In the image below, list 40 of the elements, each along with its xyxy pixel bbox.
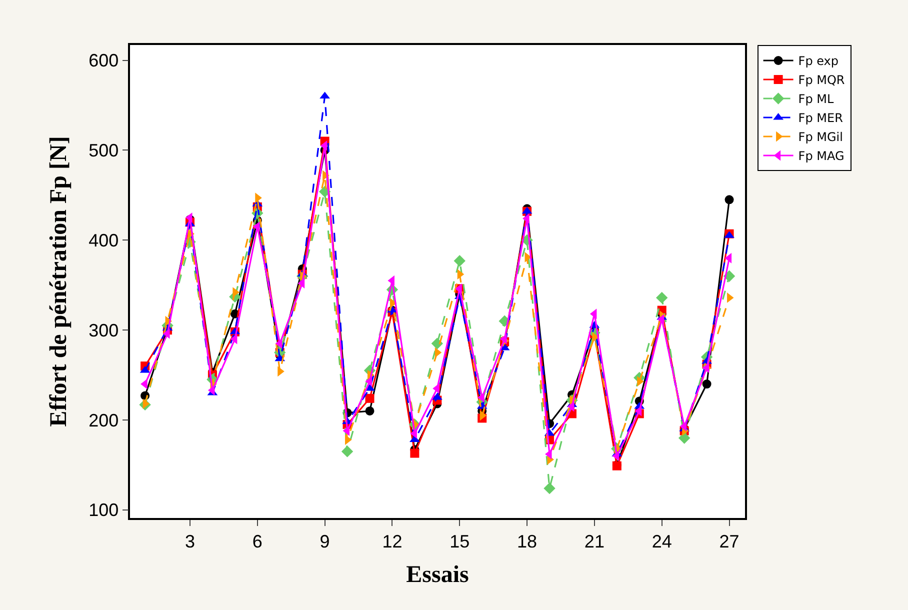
point <box>544 482 556 494</box>
y-tick-label: 400 <box>88 230 119 250</box>
legend-label: Fp ML <box>798 92 834 106</box>
x-tick-label: 21 <box>584 531 604 552</box>
point <box>678 432 690 444</box>
y-tick-label: 200 <box>88 410 119 430</box>
point <box>702 380 712 389</box>
y-tick-label: 600 <box>88 50 119 71</box>
legend-label: Fp MAG <box>798 149 844 164</box>
x-tick-label: 27 <box>719 531 740 552</box>
point <box>410 448 420 458</box>
point <box>680 421 687 432</box>
point <box>342 426 350 436</box>
legend-label: Fp MGil <box>798 130 843 144</box>
y-tick-label: 100 <box>88 500 119 520</box>
y-tick-label: 500 <box>88 140 119 161</box>
point <box>365 406 374 416</box>
legend-label: Fp exp <box>798 54 839 68</box>
point <box>454 254 466 267</box>
point <box>724 195 734 204</box>
x-tick-label: 9 <box>320 531 330 552</box>
x-tick-label: 12 <box>382 531 402 552</box>
point <box>431 338 444 350</box>
point <box>365 394 374 403</box>
point <box>298 278 305 288</box>
point <box>320 140 328 151</box>
point <box>142 398 150 409</box>
legend-label: Fp MER <box>798 111 843 126</box>
y-axis-title: Effort de pénétration Fp [N] <box>46 136 72 427</box>
x-tick-label: 24 <box>652 531 672 552</box>
point <box>656 292 668 304</box>
point <box>657 314 664 324</box>
x-tick-label: 18 <box>517 531 538 552</box>
legend-label: Fp MQR <box>798 73 845 88</box>
x-tick-label: 6 <box>252 531 262 552</box>
x-tick-label: 15 <box>450 531 470 552</box>
x-axis-title: Essais <box>406 562 469 588</box>
y-tick-label: 300 <box>88 320 119 340</box>
point <box>341 446 354 458</box>
x-tick-label: 3 <box>184 531 195 552</box>
